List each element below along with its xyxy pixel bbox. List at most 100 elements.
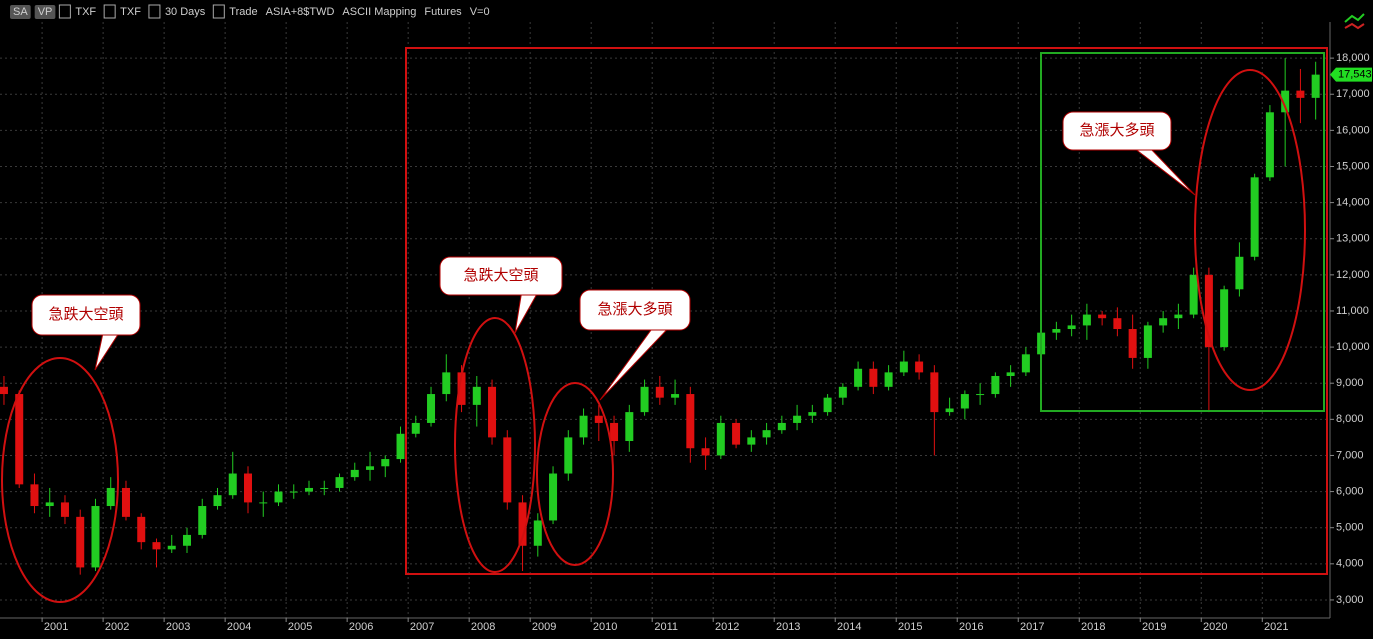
dropdown <box>58 4 71 19</box>
callout-box <box>1062 111 1172 151</box>
dropdown <box>148 4 161 19</box>
candle-body <box>350 469 359 478</box>
candle-body <box>427 394 436 423</box>
candle-body <box>213 495 222 507</box>
y-tick-label: 11,000 <box>1336 305 1369 317</box>
candle-body <box>945 408 954 413</box>
candle-body <box>655 386 664 398</box>
toolbar-item: TXF <box>75 6 96 18</box>
candle-body <box>777 422 786 431</box>
candle-body <box>1159 318 1168 326</box>
y-tick-label: 15,000 <box>1336 160 1370 172</box>
x-tick-label: 2003 <box>166 621 190 633</box>
highlight-ellipse <box>1194 69 1306 391</box>
candle-body <box>289 491 298 493</box>
x-tick-label: 2014 <box>837 621 861 633</box>
candle-body <box>884 372 893 387</box>
y-tick-label: 16,000 <box>1336 124 1370 136</box>
candle-body <box>503 437 512 503</box>
x-tick-label: 2002 <box>105 621 129 633</box>
candle-body <box>106 487 115 507</box>
candle-body <box>1189 274 1198 315</box>
candle-body <box>182 534 191 546</box>
toolbar-button <box>10 5 31 19</box>
candle-body <box>15 394 24 485</box>
x-tick-label: 2016 <box>959 621 983 633</box>
candle-body <box>1113 318 1122 330</box>
candle-body <box>411 422 420 434</box>
x-tick-label: 2005 <box>288 621 312 633</box>
toolbar-item: 30 Days <box>165 6 206 18</box>
candle-body <box>549 473 558 521</box>
x-tick-label: 2020 <box>1203 621 1227 633</box>
candle-body <box>991 375 1000 395</box>
grid <box>0 22 1330 618</box>
x-tick-label: 2018 <box>1081 621 1105 633</box>
candle-body <box>45 502 54 507</box>
x-tick-label: 2021 <box>1264 621 1288 633</box>
highlight-ellipse <box>1 357 119 603</box>
candle-body <box>1265 112 1274 178</box>
callout: 急漲大多頭 <box>579 289 691 401</box>
toolbar-item: ASIA+8$TWD <box>266 6 335 18</box>
candle-body <box>152 542 161 550</box>
callout-box <box>579 289 691 331</box>
y-tick-label: 17,000 <box>1336 88 1370 100</box>
candle-body <box>701 448 710 456</box>
candle-body <box>1174 314 1183 319</box>
x-tick-label: 2015 <box>898 621 922 633</box>
x-tick-label: 2001 <box>44 621 68 633</box>
candle-body <box>564 437 573 474</box>
callout-text: 急跌大空頭 <box>48 306 123 323</box>
candle-body <box>121 487 130 517</box>
y-tick-label: 5,000 <box>1336 522 1364 534</box>
y-tick-label: 9,000 <box>1336 377 1364 389</box>
candle-body <box>1281 90 1290 113</box>
candle-body <box>747 437 756 445</box>
candle-body <box>1143 325 1152 358</box>
candle-body <box>838 386 847 398</box>
candle-body <box>869 368 878 387</box>
candle-body <box>1128 329 1137 358</box>
toolbar-button <box>34 5 56 19</box>
candle-body <box>1250 177 1259 257</box>
y-tick-label: 4,000 <box>1336 558 1364 570</box>
candle-body <box>1006 372 1015 376</box>
x-tick-label: 2007 <box>410 621 434 633</box>
candle-body <box>671 394 680 398</box>
callout-text: 急跌大空頭 <box>463 267 538 284</box>
candle-body <box>640 386 649 413</box>
toolbar-item: VP <box>38 6 53 18</box>
candle-body <box>594 415 603 423</box>
candle-body <box>732 422 741 445</box>
x-tick-label: 2008 <box>471 621 495 633</box>
candle-body <box>1052 329 1061 333</box>
candle-body <box>518 502 527 546</box>
candle-body <box>198 506 207 535</box>
green-box <box>1040 52 1325 412</box>
candle-body <box>762 430 771 438</box>
callout-text: 急漲大多頭 <box>597 301 672 318</box>
last-price-tag <box>1330 67 1372 82</box>
x-tick-label: 2010 <box>593 621 617 633</box>
candle-body <box>167 545 176 550</box>
candle-body <box>0 386 8 395</box>
candle-body <box>716 422 725 456</box>
candle-body <box>960 394 969 409</box>
axes: 3,000 4,000 5,000 6,000 7,000 8,000 9,000 10,00… <box>41 52 1372 633</box>
x-tick-label: 2011 <box>654 621 678 633</box>
x-tick-label: 2012 <box>715 621 739 633</box>
y-tick-label: 12,000 <box>1336 269 1370 281</box>
callout-text: 急漲大多頭 <box>1079 122 1154 139</box>
candle-body <box>381 459 390 467</box>
candle-body <box>625 412 634 442</box>
candle-body <box>457 372 466 405</box>
toolbar-item: Trade <box>229 6 257 18</box>
callout-box <box>439 256 563 296</box>
candle-body <box>320 487 329 489</box>
x-tick-label: 2013 <box>776 621 800 633</box>
candle-body <box>472 386 481 405</box>
toolbar-item: ASCII Mapping <box>342 6 416 18</box>
toolbar-item: TXF <box>120 6 141 18</box>
